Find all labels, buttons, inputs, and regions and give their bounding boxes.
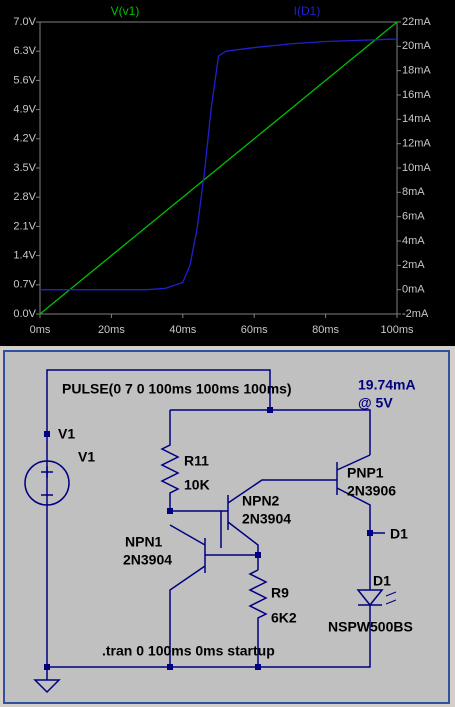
wire <box>46 369 371 667</box>
y2-tick-label: 14mA <box>402 113 431 125</box>
y2-tick-label: 4mA <box>402 235 425 247</box>
legend-entry: V(v1) <box>111 4 140 18</box>
series-line <box>39 21 398 315</box>
component-value: 2N3904 <box>123 552 172 568</box>
component-label: NPN2 <box>242 493 280 509</box>
x-tick-label: 40ms <box>169 324 196 336</box>
diode <box>47 589 384 668</box>
schematic: PULSE(0 7 0 100ms 100ms 100ms) 19.74mA @… <box>24 369 416 694</box>
y2-tick-label: 20mA <box>402 40 431 52</box>
r9 <box>248 569 268 667</box>
series-line <box>40 38 398 291</box>
y-tick-label: 7.0V <box>13 16 36 28</box>
y2-tick-label: 22mA <box>402 16 431 28</box>
component-label: R9 <box>271 585 289 601</box>
component-value: 10K <box>184 477 210 493</box>
diode-emission <box>385 591 397 605</box>
y2-tick-label: 6mA <box>402 211 425 223</box>
x-tick-label: 0ms <box>30 324 51 336</box>
component-label: R11 <box>184 453 209 469</box>
component-value: 6K2 <box>271 610 297 626</box>
y-tick-label: 3.5V <box>13 162 36 174</box>
directive: .tran 0 100ms 0ms startup <box>102 643 275 659</box>
component-value: 2N3906 <box>347 483 396 499</box>
node-label: V1 <box>58 426 75 442</box>
component-label: D1 <box>373 573 391 589</box>
y2-tick-label: 8mA <box>402 186 425 198</box>
component-label: NPN1 <box>125 534 163 550</box>
component-label: V1 <box>78 449 95 465</box>
source-sign <box>41 466 53 496</box>
r11 <box>160 410 222 548</box>
component-value: NSPW500BS <box>328 619 413 635</box>
y2-tick-label: -2mA <box>402 308 429 320</box>
y2-tick-label: 16mA <box>402 89 431 101</box>
x-tick-label: 20ms <box>98 324 125 336</box>
y-tick-label: 5.6V <box>13 74 36 86</box>
x-tick-label: 80ms <box>312 324 339 336</box>
y2-tick-label: 18mA <box>402 65 431 77</box>
x-tick-label: 60ms <box>241 324 268 336</box>
y2-tick-label: 0mA <box>402 284 425 296</box>
measurement-condition: @ 5V <box>358 395 393 411</box>
component-value: 2N3904 <box>242 511 291 527</box>
measurement: 19.74mA <box>358 377 416 393</box>
y2-tick-label: 10mA <box>402 162 431 174</box>
component-label: PNP1 <box>347 465 384 481</box>
y-tick-label: 2.1V <box>13 220 36 232</box>
voltage-source <box>24 460 70 506</box>
pnp1 <box>336 454 371 590</box>
npn1 <box>169 524 258 667</box>
y-tick-label: 1.4V <box>13 250 36 262</box>
plot-pane <box>0 0 455 346</box>
y-tick-label: 0.7V <box>13 279 36 291</box>
y-tick-label: 4.9V <box>13 104 36 116</box>
x-tick-label: 100ms <box>380 324 414 336</box>
source-label: PULSE(0 7 0 100ms 100ms 100ms) <box>62 381 292 397</box>
y-tick-label: 4.2V <box>13 133 36 145</box>
y2-tick-label: 12mA <box>402 138 431 150</box>
y-tick-label: 0.0V <box>13 308 36 320</box>
node-label: D1 <box>390 526 408 542</box>
legend-entry: I(D1) <box>294 4 321 18</box>
npn2 <box>221 479 337 570</box>
y2-tick-label: 2mA <box>402 259 425 271</box>
y-tick-label: 6.3V <box>13 45 36 57</box>
y-tick-label: 2.8V <box>13 191 36 203</box>
